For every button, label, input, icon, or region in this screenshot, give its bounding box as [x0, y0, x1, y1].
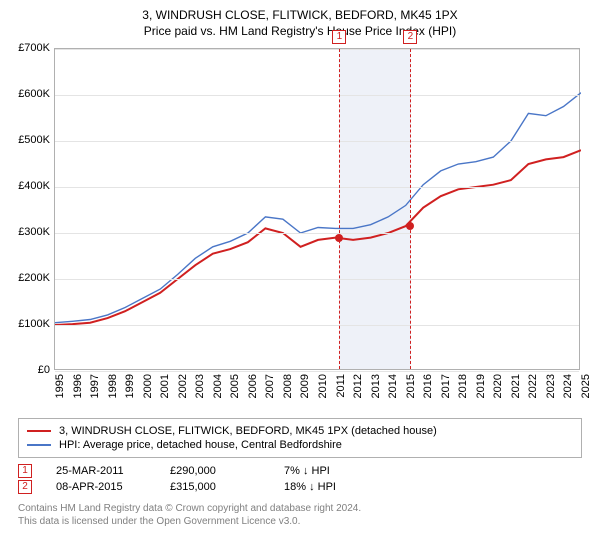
legend-label: HPI: Average price, detached house, Cent…: [59, 439, 342, 451]
marker-box: 2: [403, 30, 417, 44]
x-tick-label: 2012: [352, 374, 364, 398]
y-tick-label: £200K: [18, 272, 50, 284]
transaction-diff: 7% ↓ HPI: [284, 465, 374, 477]
y-tick-label: £300K: [18, 226, 50, 238]
x-tick-label: 2022: [527, 374, 539, 398]
x-tick-label: 2002: [177, 374, 189, 398]
x-tick-label: 2021: [510, 374, 522, 398]
chart-subtitle: Price paid vs. HM Land Registry's House …: [10, 24, 590, 38]
transaction-marker: 1: [18, 464, 32, 478]
chart-title: 3, WINDRUSH CLOSE, FLITWICK, BEDFORD, MK…: [10, 8, 590, 22]
plot-area: 12: [54, 48, 580, 370]
x-tick-label: 2008: [282, 374, 294, 398]
marker-vline: [410, 49, 411, 369]
x-tick-label: 1999: [124, 374, 136, 398]
x-tick-label: 2004: [212, 374, 224, 398]
transaction-price: £315,000: [170, 481, 260, 493]
series-property: [55, 150, 581, 325]
marker-box: 1: [332, 30, 346, 44]
x-tick-label: 2015: [405, 374, 417, 398]
transaction-price: £290,000: [170, 465, 260, 477]
transactions-table: 1 25-MAR-2011 £290,000 7% ↓ HPI 2 08-APR-2015…: [18, 464, 582, 494]
x-tick-label: 2014: [387, 374, 399, 398]
x-tick-label: 2016: [422, 374, 434, 398]
y-tick-label: £600K: [18, 88, 50, 100]
y-tick-label: £100K: [18, 318, 50, 330]
y-tick-label: £0: [38, 364, 50, 376]
x-tick-label: 2005: [229, 374, 241, 398]
x-tick-label: 2011: [335, 374, 347, 398]
series-hpi: [55, 93, 581, 323]
y-tick-label: £400K: [18, 180, 50, 192]
legend-item: HPI: Average price, detached house, Cent…: [27, 439, 573, 451]
legend-swatch: [27, 430, 51, 432]
x-tick-label: 1998: [107, 374, 119, 398]
x-tick-label: 2025: [580, 374, 592, 398]
y-tick-label: £700K: [18, 42, 50, 54]
legend-item: 3, WINDRUSH CLOSE, FLITWICK, BEDFORD, MK…: [27, 425, 573, 437]
x-tick-label: 2017: [440, 374, 452, 398]
x-tick-label: 1996: [72, 374, 84, 398]
x-axis: 1995 1996 1997 1998 1999 2000 2001 2002 2003 2004…: [54, 370, 580, 414]
y-axis: £0£100K£200K£300K£400K£500K£600K£700K: [10, 48, 52, 370]
y-tick-label: £500K: [18, 134, 50, 146]
transaction-row: 1 25-MAR-2011 £290,000 7% ↓ HPI: [18, 464, 582, 478]
x-tick-label: 2006: [247, 374, 259, 398]
x-tick-label: 2019: [475, 374, 487, 398]
footer-attribution: Contains HM Land Registry data © Crown c…: [18, 502, 582, 528]
x-tick-label: 2009: [299, 374, 311, 398]
x-tick-label: 2020: [492, 374, 504, 398]
marker-dot: [335, 234, 343, 242]
line-series: [55, 49, 581, 371]
x-tick-label: 2007: [264, 374, 276, 398]
x-tick-label: 1995: [54, 374, 66, 398]
x-tick-label: 2003: [194, 374, 206, 398]
transaction-date: 08-APR-2015: [56, 481, 146, 493]
footer-line-1: Contains HM Land Registry data © Crown c…: [18, 502, 582, 515]
marker-vline: [339, 49, 340, 369]
chart: £0 £100K £200K £300K £400K £500K £600K £700K 12…: [10, 44, 590, 414]
transaction-date: 25-MAR-2011: [56, 465, 146, 477]
x-tick-label: 2013: [370, 374, 382, 398]
x-tick-label: 2018: [457, 374, 469, 398]
x-tick-label: 2010: [317, 374, 329, 398]
legend-swatch: [27, 444, 51, 446]
transaction-marker: 2: [18, 480, 32, 494]
footer-line-2: This data is licensed under the Open Gov…: [18, 515, 582, 528]
transaction-diff: 18% ↓ HPI: [284, 481, 374, 493]
legend-label: 3, WINDRUSH CLOSE, FLITWICK, BEDFORD, MK…: [59, 425, 437, 437]
x-tick-label: 2001: [159, 374, 171, 398]
x-tick-label: 2023: [545, 374, 557, 398]
x-tick-label: 2000: [142, 374, 154, 398]
legend: 3, WINDRUSH CLOSE, FLITWICK, BEDFORD, MK…: [18, 418, 582, 458]
transaction-row: 2 08-APR-2015 £315,000 18% ↓ HPI: [18, 480, 582, 494]
x-tick-label: 1997: [89, 374, 101, 398]
x-tick-label: 2024: [562, 374, 574, 398]
